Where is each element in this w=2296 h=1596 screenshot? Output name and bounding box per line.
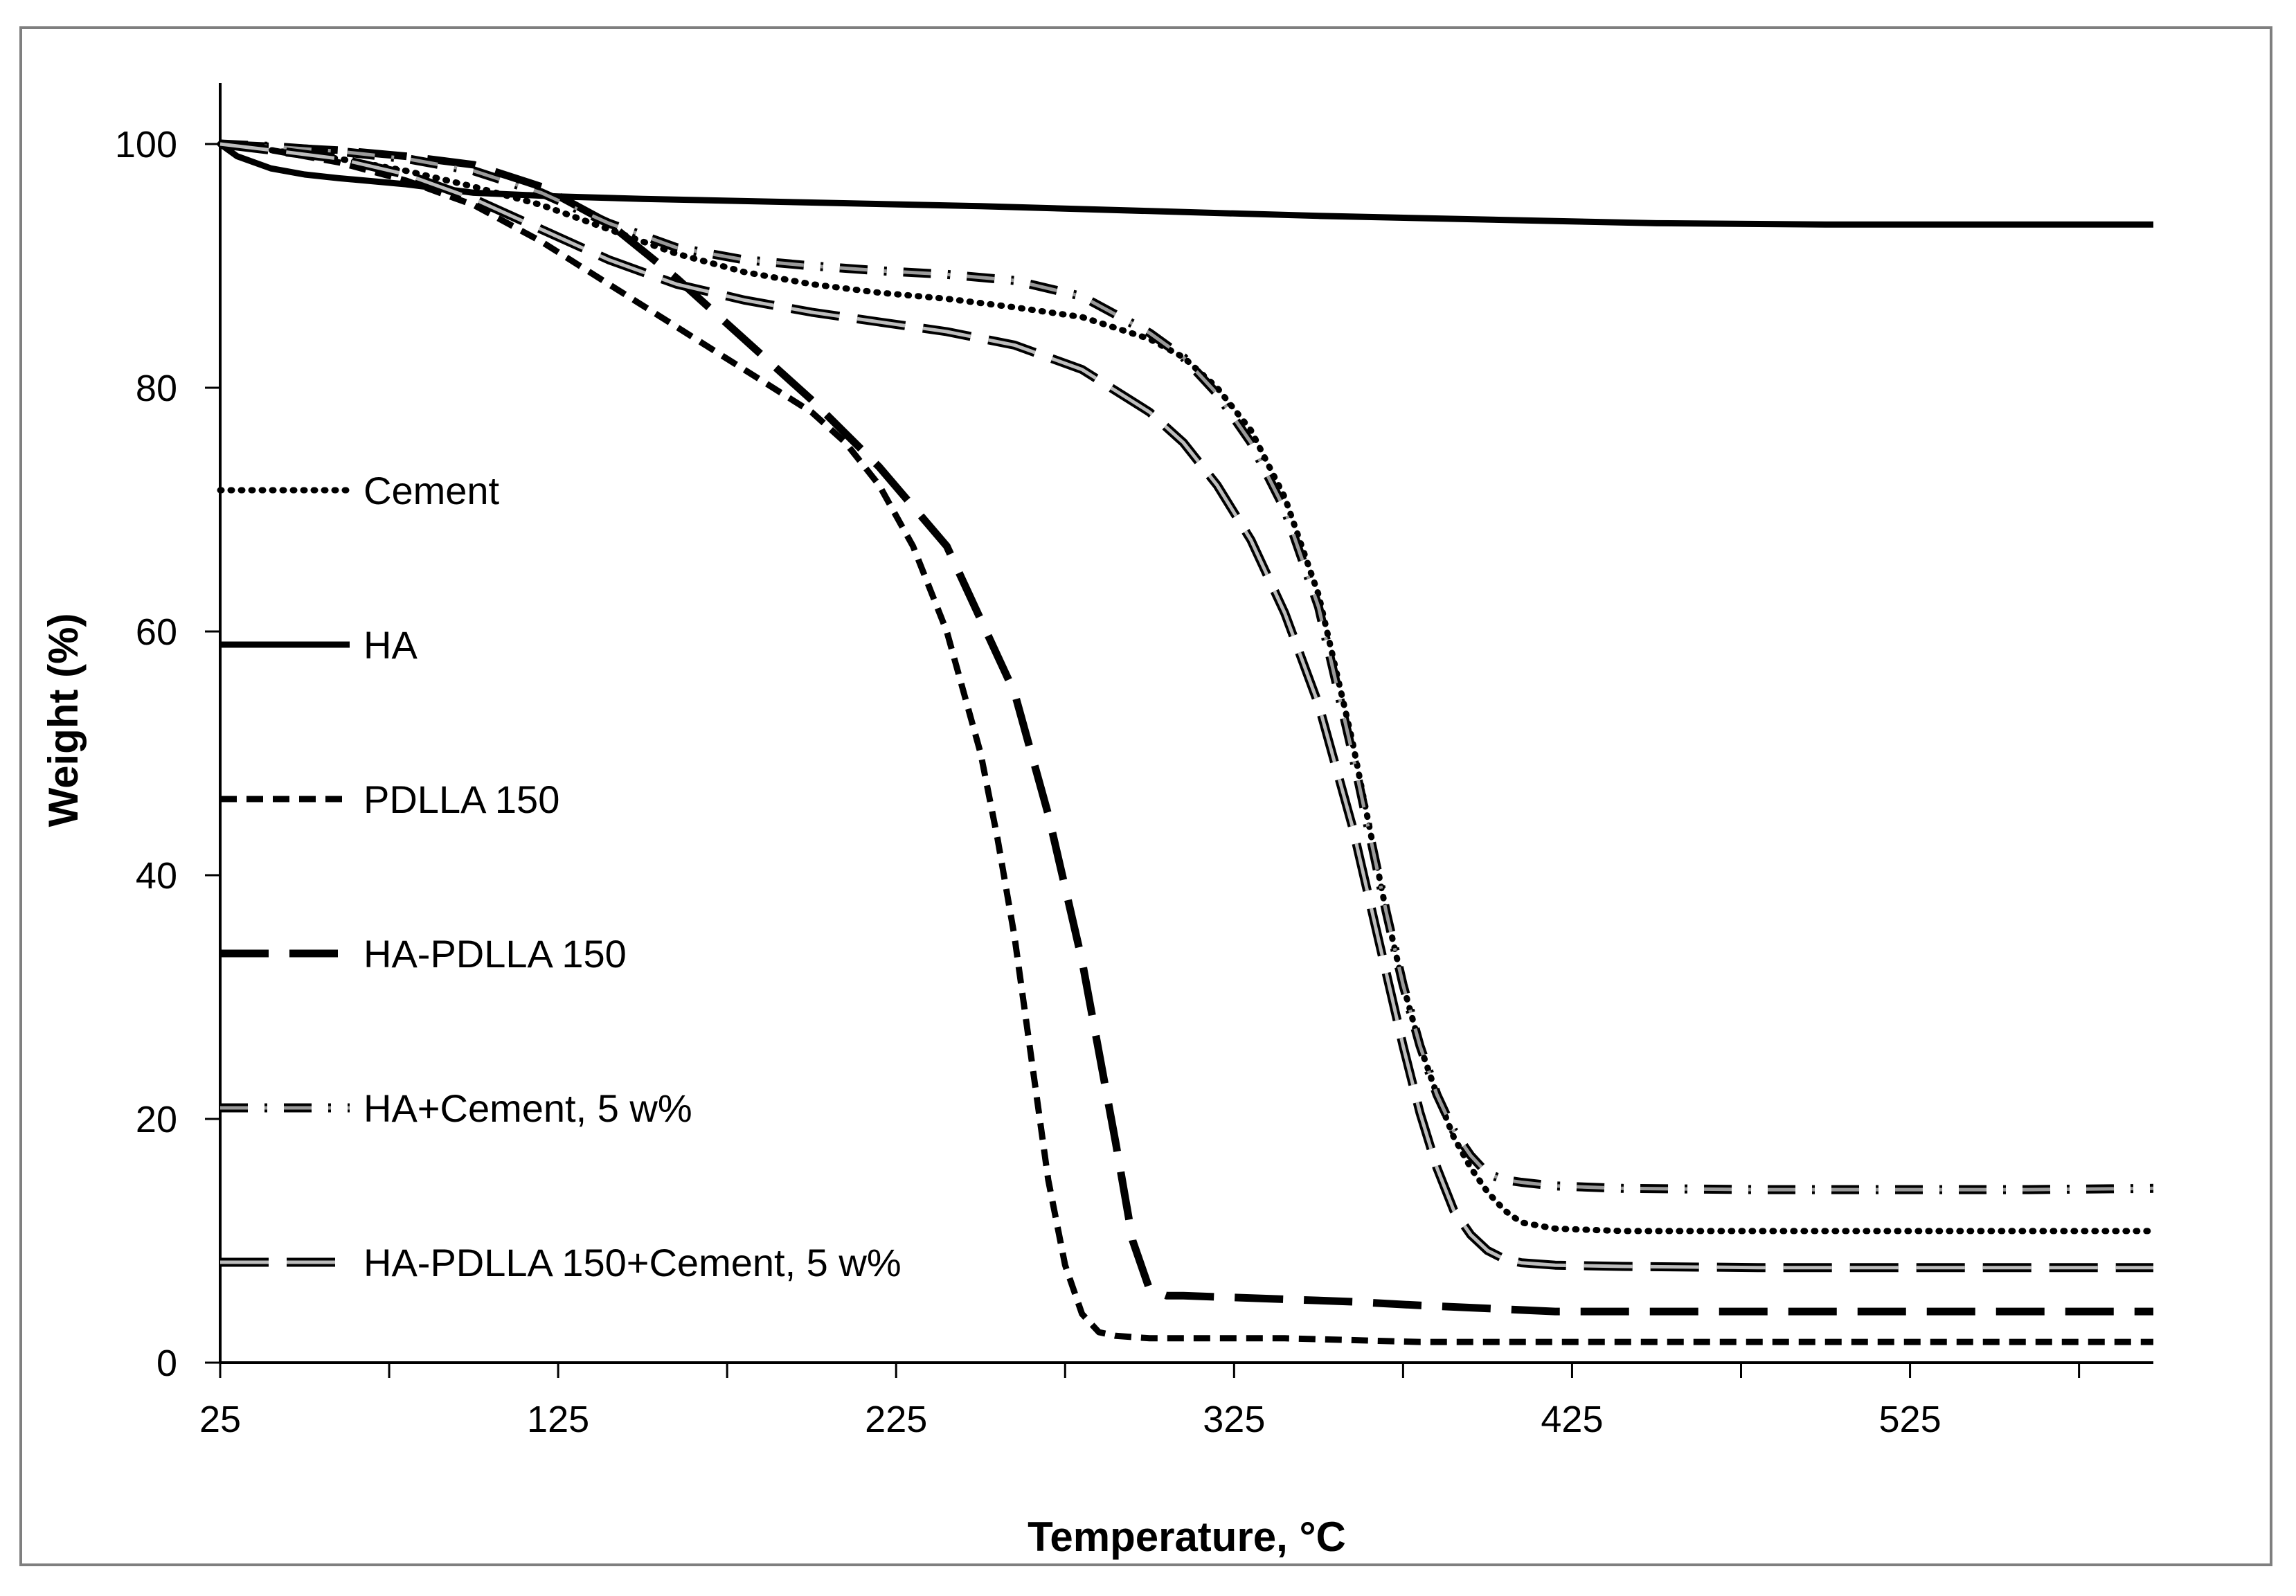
series-line-cement <box>217 141 2157 1235</box>
x-tick-label: 525 <box>1879 1399 1941 1440</box>
legend-label-pdlla-150: PDLLA 150 <box>364 778 559 821</box>
legend: Cement HA PDLLA 150 HA-PDLLA 150 HA+Cement, … <box>217 469 902 1284</box>
y-tick-label: 0 <box>156 1343 177 1384</box>
axes <box>219 83 2153 1364</box>
x-tick-label: 125 <box>527 1399 589 1440</box>
legend-label-cement: Cement <box>364 469 500 512</box>
x-axis-title: Temperature, °C <box>1028 1514 1346 1560</box>
y-tick-label: 80 <box>136 368 177 409</box>
y-tick-label: 40 <box>136 855 177 897</box>
chart-frame <box>19 26 2272 1566</box>
legend-label-ha: HA <box>364 623 418 667</box>
ticks: 25 125 225 325 425 525 0 20 40 60 80 100 <box>115 124 2081 1440</box>
legend-label-ha-cement-5-w: HA+Cement, 5 w% <box>364 1086 692 1130</box>
x-tick-label: 225 <box>865 1399 927 1440</box>
legend-label-ha-pdlla-150: HA-PDLLA 150 <box>364 932 627 976</box>
series-line-ha-pdlla-150 <box>219 140 2153 1316</box>
series-line-ha <box>218 141 2153 228</box>
series <box>217 139 2157 1345</box>
y-axis-title: Weight (%) <box>40 613 87 827</box>
series-line-pdlla-150 <box>219 141 2153 1345</box>
x-tick-label: 425 <box>1541 1399 1603 1440</box>
x-tick-label: 325 <box>1203 1399 1265 1440</box>
series-line-ha-pdlla-150-cement-5-w-inner <box>219 142 2153 1270</box>
y-tick-label: 20 <box>136 1099 177 1140</box>
legend-label-ha-pdlla-150-cement-5-w: HA-PDLLA 150+Cement, 5 w% <box>364 1241 902 1284</box>
series-line-ha-cement-5-w-inner <box>219 142 2154 1192</box>
y-tick-label: 60 <box>136 611 177 653</box>
y-tick-label: 100 <box>115 124 177 165</box>
x-tick-label: 25 <box>199 1399 241 1440</box>
